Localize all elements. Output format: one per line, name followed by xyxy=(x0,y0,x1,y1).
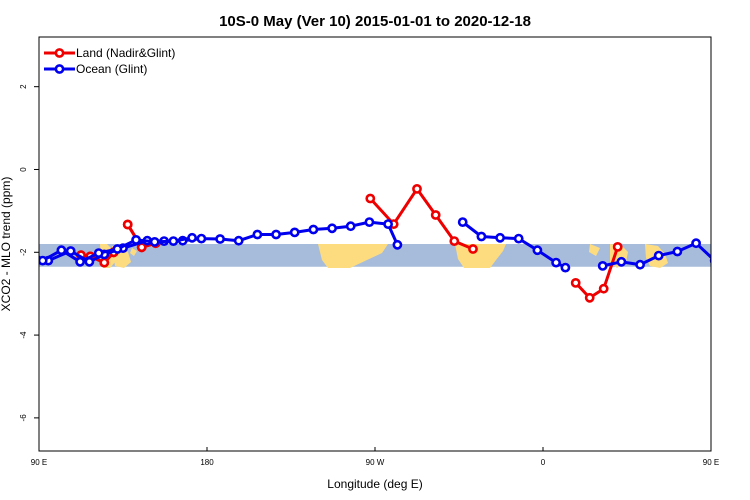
data-point xyxy=(495,232,505,243)
legend: Land (Nadir&Glint) Ocean (Glint) xyxy=(44,46,175,76)
data-point xyxy=(187,232,197,243)
data-point xyxy=(635,259,645,270)
data-point xyxy=(672,246,683,257)
data-point xyxy=(149,236,160,247)
y-axis-label: XCO2 - MLO trend (ppm) xyxy=(0,177,13,312)
data-point xyxy=(598,283,609,294)
x-tick-label: 90 E xyxy=(703,458,719,467)
data-point xyxy=(233,235,244,246)
data-point xyxy=(289,227,300,238)
x-axis-label: Longitude (deg E) xyxy=(327,477,422,491)
data-point xyxy=(136,242,147,253)
data-point xyxy=(468,244,478,254)
legend-marker xyxy=(54,64,65,74)
data-point xyxy=(365,193,376,204)
data-point xyxy=(99,257,110,268)
legend-item: Ocean (Glint) xyxy=(44,62,147,76)
series-line xyxy=(574,246,620,300)
series-ocean xyxy=(21,217,737,273)
data-point xyxy=(327,223,337,234)
legend-item: Land (Nadir&Glint) xyxy=(44,46,175,60)
data-point xyxy=(412,183,422,194)
data-point xyxy=(597,260,608,271)
data-point xyxy=(584,292,595,303)
data-point xyxy=(730,247,737,254)
series-line xyxy=(602,241,711,268)
chart-title: 10S-0 May (Ver 10) 2015-01-01 to 2020-12… xyxy=(219,13,531,30)
data-point xyxy=(93,248,104,258)
data-point xyxy=(112,244,123,254)
y-tick-label: -4 xyxy=(19,331,28,339)
data-point xyxy=(476,231,487,242)
data-point xyxy=(570,277,581,288)
data-point xyxy=(653,250,664,261)
data-point xyxy=(271,229,281,240)
data-point xyxy=(21,240,28,247)
data-point xyxy=(39,255,48,266)
data-point xyxy=(691,238,701,249)
data-point xyxy=(430,210,441,220)
data-point xyxy=(131,234,141,245)
plot-area xyxy=(21,183,737,303)
data-point xyxy=(560,262,571,273)
data-point xyxy=(383,219,393,229)
data-point xyxy=(513,233,524,244)
y-axis: 2 0 -2 -4 -6 xyxy=(19,84,39,422)
data-point xyxy=(616,256,627,267)
data-point xyxy=(551,257,561,268)
y-tick-label: -6 xyxy=(19,414,28,422)
x-tick-label: 0 xyxy=(541,458,546,467)
data-point xyxy=(345,221,356,232)
x-axis: 90 E 180 90 W 0 90 E xyxy=(31,447,719,467)
data-point xyxy=(709,257,711,264)
legend-label: Ocean (Glint) xyxy=(76,62,147,76)
data-point xyxy=(449,236,460,246)
series-layer xyxy=(21,183,737,303)
y-tick-label: -2 xyxy=(19,248,28,256)
data-point xyxy=(252,229,263,240)
data-point xyxy=(457,217,468,227)
data-point xyxy=(196,233,207,244)
data-point xyxy=(532,245,543,256)
x-tick-label: 90 W xyxy=(366,458,385,467)
data-point xyxy=(612,241,623,252)
data-point xyxy=(75,256,85,267)
x-tick-label: 180 xyxy=(200,458,214,467)
data-point xyxy=(122,219,133,230)
data-point xyxy=(308,224,319,235)
legend-label: Land (Nadir&Glint) xyxy=(76,46,175,60)
y-tick-label: 2 xyxy=(19,84,28,89)
series-land xyxy=(76,183,623,303)
data-point xyxy=(168,236,179,246)
data-point xyxy=(364,217,375,227)
data-point xyxy=(56,245,67,256)
y-tick-label: 0 xyxy=(19,167,28,172)
x-tick-label: 90 E xyxy=(31,458,47,467)
data-point xyxy=(215,234,225,244)
data-point xyxy=(392,239,403,250)
legend-marker xyxy=(54,48,65,58)
